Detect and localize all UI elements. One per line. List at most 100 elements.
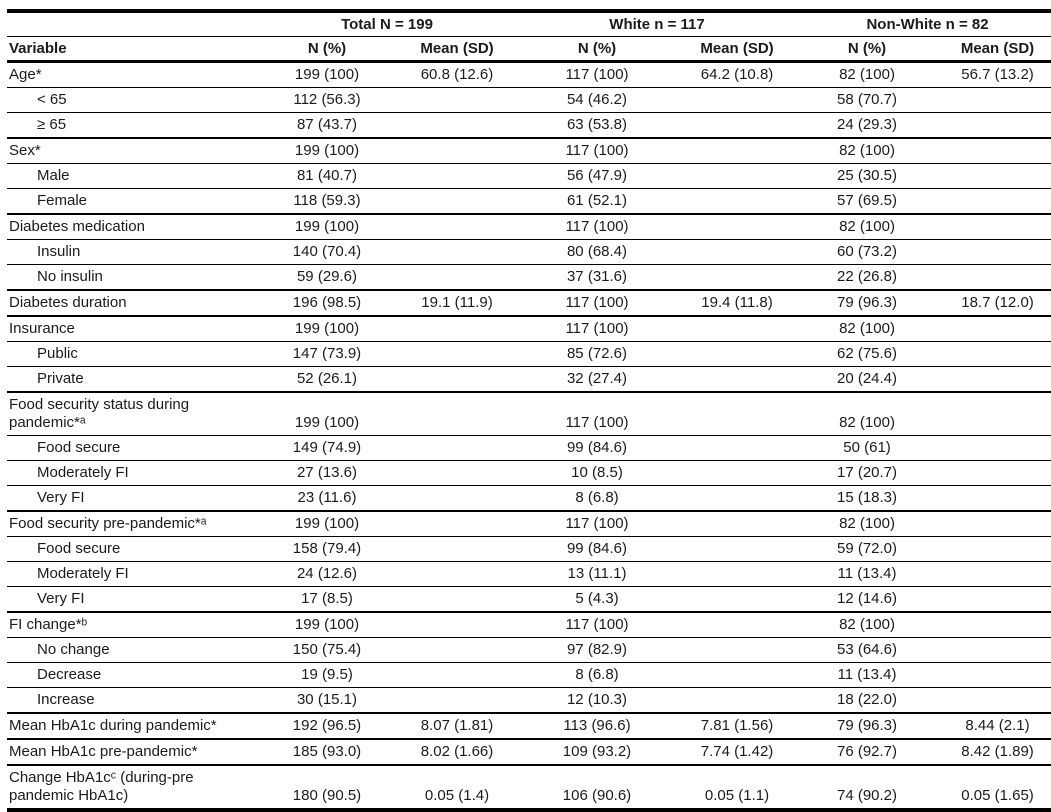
cell-white-mean: [677, 391, 798, 436]
cell-white-mean: [677, 662, 798, 688]
column-header-nonwhite-mean: Mean (SD): [937, 36, 1051, 63]
cell-total-mean: [397, 391, 517, 436]
cell-total-mean: [397, 485, 517, 511]
cell-white-n: 99 (84.6): [517, 536, 677, 562]
cell-total-n: 23 (11.6): [257, 485, 397, 511]
cell-total-n: 150 (75.4): [257, 637, 397, 663]
cell-total-mean: 60.8 (12.6): [420, 66, 494, 83]
cell-total-n: 196 (98.5): [257, 289, 397, 316]
cell-total-n: 199 (100): [257, 213, 397, 240]
group-header-nonwhite: Non-White n = 82: [797, 11, 1051, 37]
cell-nonwhite-mean: [937, 163, 1051, 189]
cell-nonwhite-mean: [937, 460, 1051, 486]
cell-white-n: 113 (96.6): [517, 712, 677, 739]
cell-total-n: 147 (73.9): [257, 341, 397, 367]
group-header-white: White n = 117: [517, 11, 798, 37]
cell-total-mean: [397, 87, 517, 113]
row-label: Public: [7, 341, 257, 367]
table-row: Moderately FI 24 (12.6) 13 (11.1) 11 (13…: [7, 561, 1051, 587]
table-row: Diabetes medication 199 (100) 117 (100) …: [7, 213, 1051, 240]
cell-nonwhite-mean: [937, 485, 1051, 511]
cell-nonwhite-mean: [937, 112, 1051, 138]
cell-nonwhite-mean: [937, 264, 1051, 290]
row-label: Age*: [9, 66, 42, 83]
cell-white-mean: 64.2 (10.8): [700, 66, 774, 83]
cell-total-n: 192 (96.5): [257, 712, 397, 739]
cell-white-mean: 0.05 (1.1): [677, 764, 798, 810]
cell-total-mean: [397, 137, 517, 164]
cell-total-mean: 0.05 (1.4): [397, 764, 517, 810]
cell-white-mean: [677, 188, 798, 214]
cell-white-n: 8 (6.8): [517, 662, 677, 688]
group-header-row: Total N = 199 White n = 117 Non-White n …: [7, 11, 1051, 37]
cell-white-n: 32 (27.4): [517, 366, 677, 392]
cell-total-mean: [397, 264, 517, 290]
table-row: Food secure 158 (79.4) 99 (84.6) 59 (72.…: [7, 536, 1051, 562]
cell-total-n: 81 (40.7): [257, 163, 397, 189]
row-label: Sex*: [7, 137, 257, 164]
group-header-total: Total N = 199: [257, 11, 517, 37]
row-label: Very FI: [7, 586, 257, 612]
cell-total-mean: [397, 561, 517, 587]
cell-total-n: 87 (43.7): [257, 112, 397, 138]
cell-white-mean: [677, 112, 798, 138]
cell-total-mean: [397, 213, 517, 240]
cell-white-n: 5 (4.3): [517, 586, 677, 612]
row-label: ≥ 65: [7, 112, 257, 138]
cell-white-mean: [677, 213, 798, 240]
cell-white-n: 54 (46.2): [517, 87, 677, 113]
table-row: Increase 30 (15.1) 12 (10.3) 18 (22.0): [7, 687, 1051, 713]
table-row: Change HbA1cᶜ (during-pre pandemic HbA1c…: [7, 764, 1051, 810]
row-label: Private: [7, 366, 257, 392]
row-label: Food secure: [7, 435, 257, 461]
row-label: No change: [7, 637, 257, 663]
cell-total-mean: [397, 637, 517, 663]
cell-white-mean: [677, 611, 798, 638]
table-row: < 65 112 (56.3) 54 (46.2) 58 (70.7): [7, 87, 1051, 113]
cell-nonwhite-mean: [937, 87, 1051, 113]
table-row: Insulin 140 (70.4) 80 (68.4) 60 (73.2): [7, 239, 1051, 265]
cell-nonwhite-mean: [937, 687, 1051, 713]
cell-white-n: 117 (100): [517, 137, 677, 164]
cell-nonwhite-n: 22 (26.8): [797, 264, 938, 290]
cell-white-mean: [677, 341, 798, 367]
cell-total-mean: [397, 536, 517, 562]
cell-white-mean: [677, 239, 798, 265]
row-label: Moderately FI: [7, 561, 257, 587]
table-row: Food security pre-pandemic*ᵃ 199 (100) 1…: [7, 510, 1051, 537]
cell-white-mean: [677, 536, 798, 562]
cell-total-mean: [397, 611, 517, 638]
cell-nonwhite-mean: [937, 662, 1051, 688]
row-label: Insurance: [7, 315, 257, 342]
cell-total-n: 112 (56.3): [257, 87, 397, 113]
cell-white-n: 10 (8.5): [517, 460, 677, 486]
cell-total-n: 30 (15.1): [257, 687, 397, 713]
cell-white-mean: [677, 366, 798, 392]
cell-total-n: 59 (29.6): [257, 264, 397, 290]
cell-white-mean: [677, 485, 798, 511]
row-label: Moderately FI: [7, 460, 257, 486]
cell-white-mean: [677, 137, 798, 164]
cell-nonwhite-mean: 18.7 (12.0): [937, 289, 1051, 316]
cell-nonwhite-n: 12 (14.6): [797, 586, 938, 612]
cell-white-n: 61 (52.1): [517, 188, 677, 214]
cell-total-n: 118 (59.3): [257, 188, 397, 214]
cell-total-n: 140 (70.4): [257, 239, 397, 265]
cell-nonwhite-n: 82 (100): [839, 66, 895, 83]
cell-total-n: 27 (13.6): [257, 460, 397, 486]
table-row: Insurance 199 (100) 117 (100) 82 (100): [7, 315, 1051, 342]
row-label: No insulin: [7, 264, 257, 290]
row-label: Food security status during pandemic*ᵃ: [7, 391, 257, 436]
row-label: Food security pre-pandemic*ᵃ: [7, 510, 257, 537]
table-row: Age* 199 (100) 60.8 (12.6) 117 (100) 64.…: [7, 62, 1051, 88]
cell-nonwhite-n: 18 (22.0): [797, 687, 938, 713]
cell-total-n: 17 (8.5): [257, 586, 397, 612]
cell-white-n: 85 (72.6): [517, 341, 677, 367]
cell-white-n: 109 (93.2): [517, 738, 677, 765]
cell-nonwhite-mean: [937, 536, 1051, 562]
cell-nonwhite-n: 62 (75.6): [797, 341, 938, 367]
table-row: Mean HbA1c during pandemic* 192 (96.5) 8…: [7, 712, 1051, 739]
cell-nonwhite-mean: [937, 586, 1051, 612]
cell-white-mean: [677, 435, 798, 461]
page: Total N = 199 White n = 117 Non-White n …: [7, 9, 1051, 812]
